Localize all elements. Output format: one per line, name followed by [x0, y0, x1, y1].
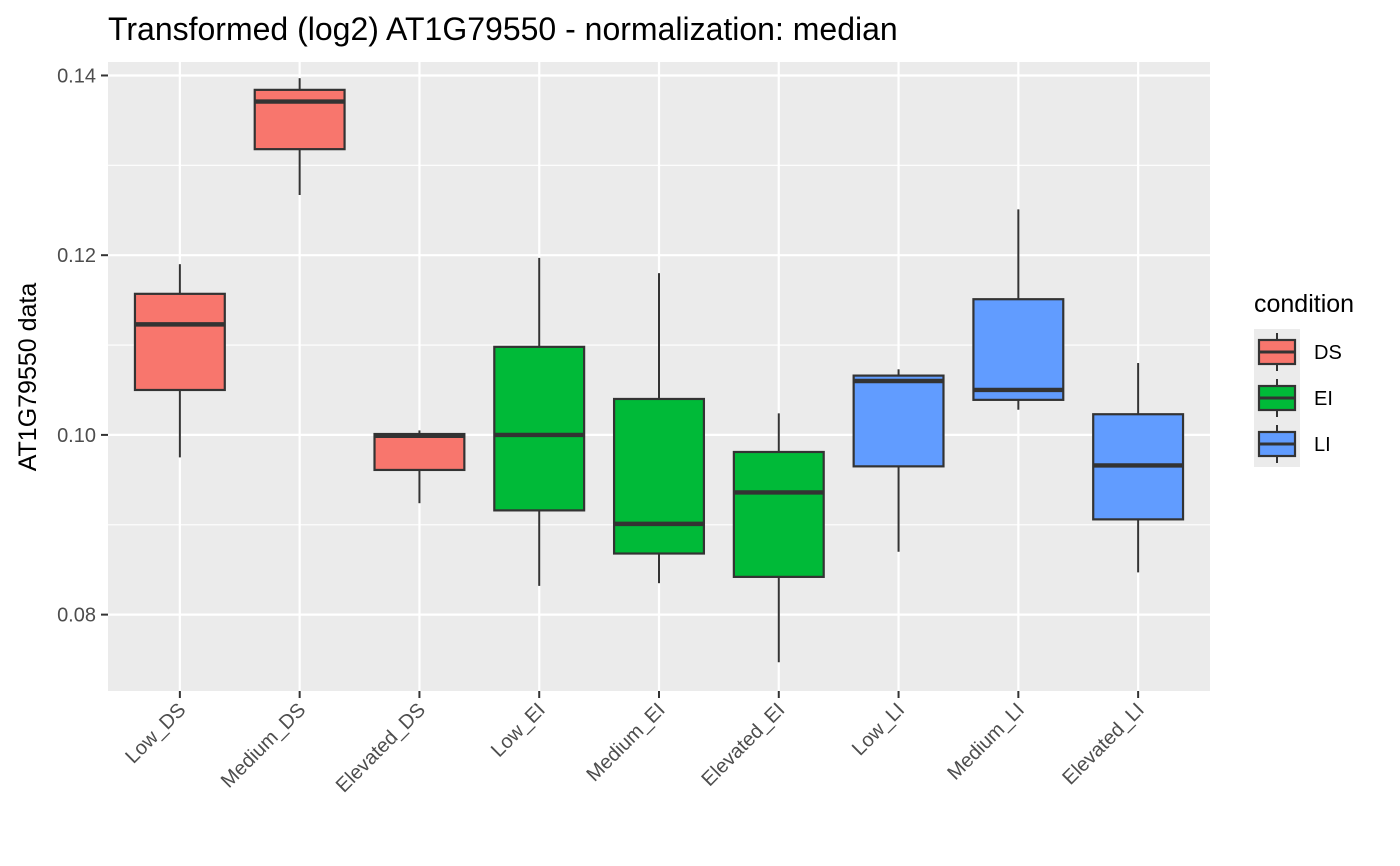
x-tick-label: Low_DS: [121, 699, 190, 768]
box-body: [493, 345, 586, 512]
x-axis: Low_DS Medium_DS Elevated_DS Low_EI Medium_E…: [121, 691, 1149, 797]
x-tick-label: Medium_LI: [943, 699, 1029, 785]
y-axis: 0.08 0.10 0.12 0.14: [57, 65, 108, 627]
legend-items: DS EI LI: [1257, 333, 1342, 463]
y-tick-label: 0.10: [57, 425, 96, 447]
legend-title: condition: [1254, 290, 1354, 318]
x-tick-label: Elevated_EI: [697, 699, 789, 791]
box-Low_DS: [133, 264, 226, 458]
box-body: [133, 292, 226, 392]
box-body: [612, 397, 706, 555]
legend-label: LI: [1314, 434, 1331, 456]
box-body: [373, 432, 466, 472]
legend-item-DS: DS: [1257, 333, 1342, 371]
y-tick-label: 0.12: [57, 245, 96, 267]
y-tick-label: 0.14: [57, 65, 96, 87]
box-Low_EI: [493, 257, 586, 586]
box-body: [972, 298, 1065, 401]
legend-item-EI: EI: [1257, 379, 1333, 417]
box-Medium_DS: [253, 78, 346, 195]
y-tick-label: 0.08: [57, 605, 96, 627]
legend-item-LI: LI: [1257, 425, 1331, 463]
legend: condition DS EI LI: [1254, 290, 1354, 467]
x-tick-label: Elevated_LI: [1058, 699, 1148, 789]
legend-label: DS: [1314, 342, 1342, 364]
x-tick-label: Elevated_DS: [332, 699, 430, 797]
box-Elevated_DS: [373, 430, 466, 504]
y-axis-title: AT1G79550 data: [14, 283, 42, 472]
box-Medium_EI: [612, 273, 706, 584]
box-body: [253, 88, 346, 151]
box-Elevated_LI: [1092, 363, 1185, 573]
legend-label: EI: [1314, 388, 1333, 410]
box-Elevated_EI: [732, 413, 825, 663]
x-tick-label: Medium_EI: [582, 699, 669, 786]
boxes: [133, 78, 1185, 663]
box-Low_LI: [852, 369, 945, 552]
box-Medium_LI: [972, 209, 1065, 410]
box-body: [732, 450, 825, 578]
x-tick-label: Medium_DS: [217, 699, 310, 792]
chart-title: Transformed (log2) AT1G79550 - normaliza…: [108, 11, 898, 47]
box-body: [852, 374, 945, 468]
x-tick-label: Low_EI: [487, 699, 550, 762]
x-tick-label: Low_LI: [848, 699, 909, 760]
